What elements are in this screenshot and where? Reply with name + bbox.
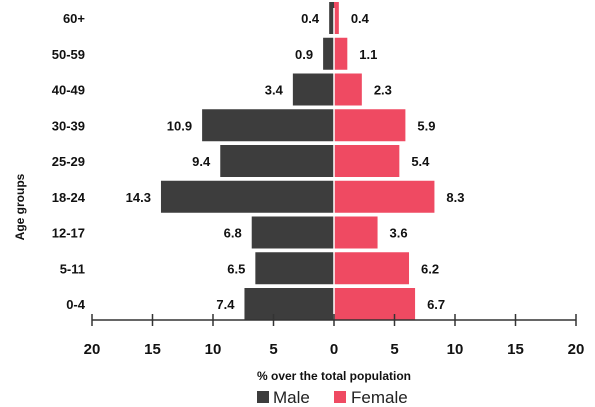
data-label-male-60plus: 0.4 [301,11,320,26]
bar-male-30-39 [202,109,334,142]
x-tick-label: 20 [568,341,585,358]
category-label-0-4: 0-4 [66,297,86,312]
x-tick-label: 20 [84,341,101,358]
data-labels-layer: 7.4 6.7 6.5 6.2 6.8 3.6 14.3 8.3 9.4 5.4 10.9 5.9 3.… [126,11,465,312]
category-label-30-39: 30-39 [52,118,85,133]
category-label-5-11: 5-11 [60,261,85,276]
x-tick-label: 5 [390,341,398,358]
y-axis-title: Age groups [13,173,27,240]
bar-male-60plus [329,2,334,34]
bar-female-5-11 [334,252,410,285]
x-tick-label: 15 [507,341,524,358]
category-label-50-59: 50-59 [52,47,85,62]
bars-layer [160,2,435,320]
data-label-male-18-24: 14.3 [126,190,151,205]
data-label-female-25-29: 5.4 [411,154,430,169]
legend-label-female: Female [351,388,408,407]
data-label-female-40-49: 2.3 [374,83,392,98]
bar-male-40-49 [292,73,334,106]
bar-male-25-29 [220,145,334,177]
data-label-female-60plus: 0.4 [351,11,370,26]
legend-label-male: Male [273,388,310,407]
category-label-60plus: 60+ [63,11,85,26]
legend-swatch-male [257,391,269,403]
data-label-male-25-29: 9.4 [192,154,211,169]
x-axis-title: % over the total population [257,369,411,383]
bar-female-50-59 [334,37,348,70]
x-tick-label: 10 [447,341,464,358]
x-axis: 20 15 10 5 0 5 10 15 20 [84,314,585,358]
x-tick-label: 10 [205,341,222,358]
category-label-40-49: 40-49 [52,83,85,98]
x-tick-label: 15 [144,341,161,358]
category-label-25-29: 25-29 [52,154,85,169]
data-label-male-40-49: 3.4 [265,83,284,98]
x-tick-label: 0 [330,341,338,358]
bar-female-25-29 [334,145,400,177]
data-label-female-30-39: 5.9 [417,118,435,133]
data-label-male-0-4: 7.4 [216,297,235,312]
data-label-female-0-4: 6.7 [427,297,445,312]
category-label-18-24: 18-24 [52,190,86,205]
category-label-12-17: 12-17 [52,226,85,241]
data-label-male-12-17: 6.8 [224,226,242,241]
bar-female-40-49 [334,73,362,106]
x-tick-label: 5 [269,341,277,358]
bar-male-5-11 [255,252,334,285]
bar-male-0-4 [244,288,334,320]
bar-female-60plus [334,2,339,34]
bar-male-12-17 [251,216,334,249]
data-label-female-5-11: 6.2 [421,261,439,276]
legend: Male Female [257,388,408,407]
bar-male-18-24 [160,180,334,213]
category-labels-layer: 0-4 5-11 12-17 18-24 25-29 30-39 40-49 50-59 60+ [52,11,86,312]
data-label-male-30-39: 10.9 [167,118,192,133]
bar-female-0-4 [334,288,416,320]
legend-swatch-female [334,391,346,403]
data-label-female-12-17: 3.6 [390,226,408,241]
data-label-male-5-11: 6.5 [227,261,245,276]
bar-female-12-17 [334,216,378,249]
bar-male-50-59 [323,37,334,70]
bar-female-18-24 [334,180,435,213]
data-label-female-18-24: 8.3 [446,190,464,205]
bar-female-30-39 [334,109,406,142]
data-label-male-50-59: 0.9 [295,47,313,62]
data-label-female-50-59: 1.1 [359,47,377,62]
